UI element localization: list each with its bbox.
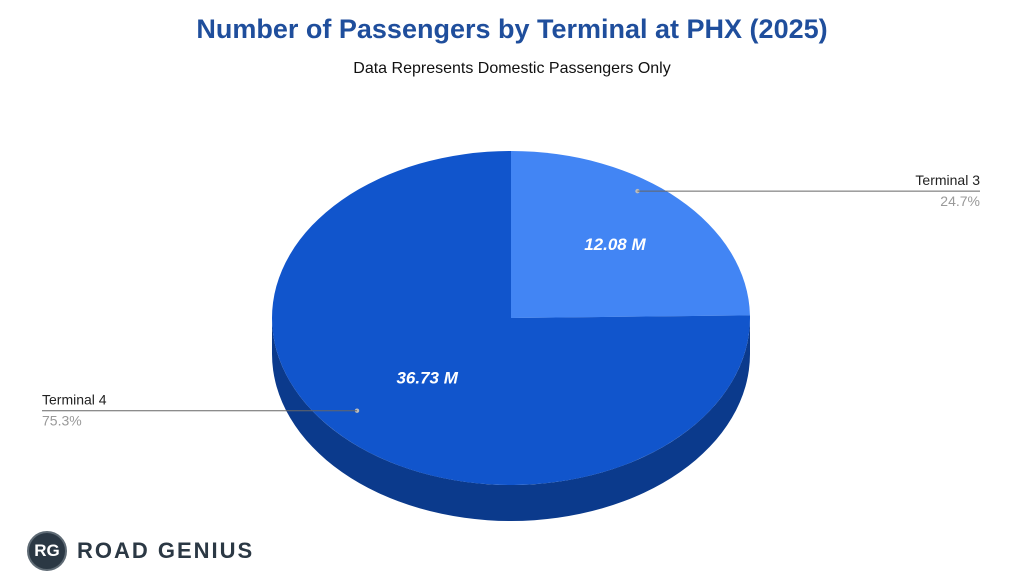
pie-side-2	[272, 318, 750, 521]
pie-leader-labels: Terminal 3 24.7% Terminal 4 75.3%	[42, 172, 980, 429]
legend-percent-2: 75.3%	[42, 413, 82, 429]
pie-slice-1	[511, 151, 750, 318]
legend-label-2: Terminal 4	[42, 392, 107, 408]
pie-value-labels: 12.08 M 36.73 M	[396, 235, 646, 387]
chart-subtitle: Data Represents Domestic Passengers Only	[353, 60, 671, 77]
legend-percent-1: 24.7%	[940, 193, 980, 209]
pie-side-walls	[272, 318, 750, 521]
pie-slice-2	[272, 151, 750, 486]
pie-value-label-2: 36.73 M	[396, 369, 458, 388]
brand-logo: RG ROAD GENIUS	[27, 530, 254, 572]
brand-name: ROAD GENIUS	[77, 538, 255, 563]
pie-slices	[272, 151, 750, 486]
chart-title: Number of Passengers by Terminal at PHX …	[196, 14, 828, 44]
brand-badge: RG	[27, 531, 67, 571]
legend-label-1: Terminal 3	[915, 172, 980, 188]
pie-value-label-1: 12.08 M	[584, 235, 646, 254]
